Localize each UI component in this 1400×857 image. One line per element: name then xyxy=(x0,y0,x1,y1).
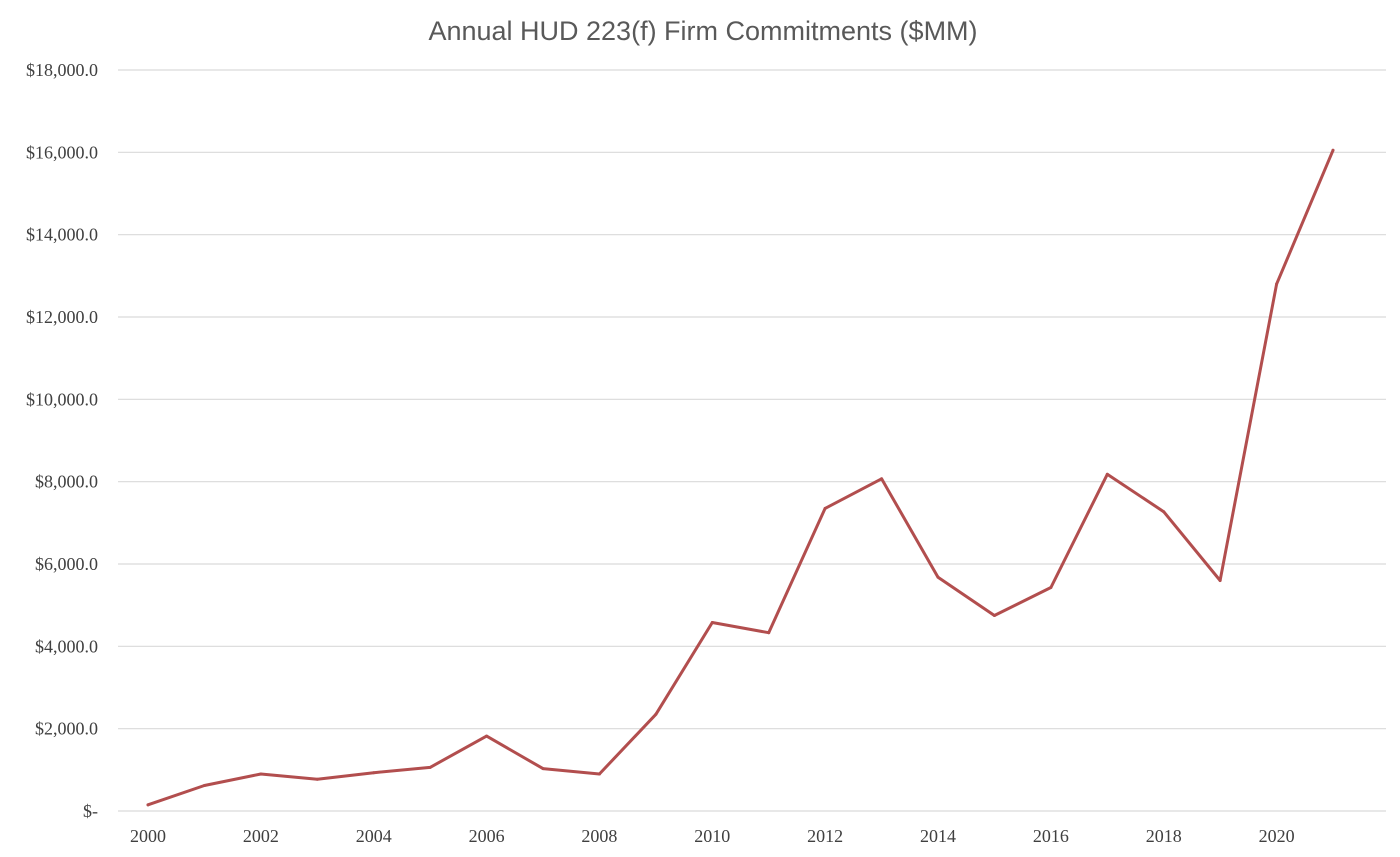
data-point xyxy=(1105,472,1109,476)
data-point xyxy=(372,771,376,775)
data-point xyxy=(1331,148,1335,152)
chart-title: Annual HUD 223(f) Firm Commitments ($MM) xyxy=(428,16,977,46)
data-point xyxy=(428,765,432,769)
x-axis-tick-labels: 2000 2002 2004 2006 2008 2010 2012 2014 2016 2018… xyxy=(130,826,1295,846)
y-tick-label: $10,000.0 xyxy=(26,389,98,409)
x-tick-label: 2006 xyxy=(469,826,505,846)
data-point xyxy=(767,631,771,635)
gridlines xyxy=(118,69,1386,812)
data-point xyxy=(880,477,884,481)
data-point xyxy=(541,767,545,771)
x-tick-label: 2020 xyxy=(1259,826,1295,846)
x-tick-label: 2018 xyxy=(1146,826,1182,846)
y-tick-label: $18,000.0 xyxy=(26,60,98,80)
series-line xyxy=(146,148,1335,807)
data-point xyxy=(202,783,206,787)
data-point xyxy=(992,613,996,617)
y-tick-label: $4,000.0 xyxy=(35,636,98,656)
x-tick-label: 2016 xyxy=(1033,826,1069,846)
data-point xyxy=(710,620,714,624)
y-tick-label: $14,000.0 xyxy=(26,225,98,245)
x-tick-label: 2010 xyxy=(694,826,730,846)
x-tick-label: 2004 xyxy=(356,826,392,846)
data-point xyxy=(654,712,658,716)
data-point xyxy=(1162,510,1166,514)
data-point xyxy=(1049,585,1053,589)
data-point xyxy=(936,575,940,579)
data-point xyxy=(259,772,263,776)
y-tick-label: $16,000.0 xyxy=(26,142,98,162)
series xyxy=(146,148,1335,807)
x-tick-label: 2012 xyxy=(807,826,843,846)
data-point xyxy=(823,506,827,510)
data-point xyxy=(1218,578,1222,582)
y-tick-label: $- xyxy=(83,801,98,821)
data-point xyxy=(146,803,150,807)
y-axis-tick-labels: $- $2,000.0 $4,000.0 $6,000.0 $8,000.0 $10,00… xyxy=(26,60,98,821)
y-tick-label: $6,000.0 xyxy=(35,554,98,574)
x-tick-label: 2000 xyxy=(130,826,166,846)
x-tick-label: 2008 xyxy=(581,826,617,846)
y-tick-label: $2,000.0 xyxy=(35,719,98,739)
y-tick-label: $8,000.0 xyxy=(35,472,98,492)
x-tick-label: 2014 xyxy=(920,826,956,846)
data-point xyxy=(1275,282,1279,286)
y-tick-label: $12,000.0 xyxy=(26,307,98,327)
data-point xyxy=(485,734,489,738)
data-point xyxy=(315,777,319,781)
x-tick-label: 2002 xyxy=(243,826,279,846)
data-point xyxy=(597,772,601,776)
